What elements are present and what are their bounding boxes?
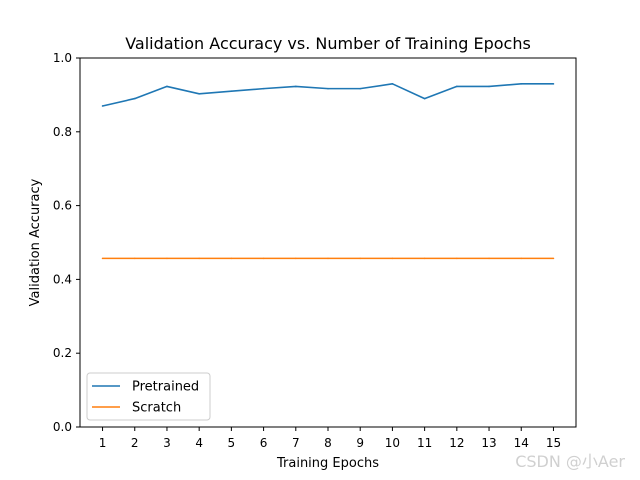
legend-label-pretrained: Pretrained [132, 380, 199, 395]
x-tick-label: 14 [514, 436, 529, 450]
x-tick-label: 8 [324, 436, 332, 450]
x-tick-label: 13 [481, 436, 496, 450]
x-tick-label: 2 [131, 436, 139, 450]
watermark-text: CSDN @小Aer [515, 452, 625, 471]
data-point-pretrained [101, 105, 104, 107]
data-point-scratch [198, 257, 200, 260]
data-point-scratch [488, 257, 490, 260]
data-point-scratch [456, 257, 458, 260]
data-point-pretrained [552, 83, 555, 85]
plot-frame [79, 57, 577, 428]
x-tick-label: 4 [195, 436, 203, 450]
data-point-scratch [101, 257, 104, 260]
data-point-pretrained [133, 97, 136, 100]
data-point-scratch [166, 257, 168, 260]
data-point-scratch [520, 257, 523, 260]
data-point-pretrained [359, 87, 362, 90]
legend-label-scratch: Scratch [132, 401, 181, 416]
x-tick-label: 10 [385, 436, 400, 450]
data-point-pretrained [488, 85, 490, 88]
data-point-scratch [391, 257, 394, 260]
x-tick-label: 12 [449, 436, 464, 450]
data-point-pretrained [423, 97, 426, 100]
y-tick-label: 0.2 [53, 346, 72, 360]
x-tick-label: 5 [228, 436, 236, 450]
y-tick-label: 0.6 [53, 199, 72, 213]
data-point-pretrained [166, 85, 168, 88]
data-point-pretrained [327, 87, 329, 90]
x-tick-label: 11 [417, 436, 432, 450]
data-point-pretrained [456, 85, 458, 88]
y-tick-label: 0.4 [53, 272, 72, 286]
data-point-scratch [359, 257, 362, 260]
data-point-pretrained [391, 83, 394, 85]
data-point-pretrained [520, 83, 523, 85]
x-axis-label: Training Epochs [276, 456, 379, 471]
series-line-pretrained [102, 83, 554, 107]
y-tick-label: 0.8 [53, 125, 72, 139]
data-point-pretrained [262, 87, 265, 90]
data-point-scratch [327, 257, 329, 260]
series-layer [101, 83, 555, 260]
data-point-scratch [230, 257, 233, 260]
plot-area [79, 57, 577, 428]
x-tick-label: 9 [356, 436, 364, 450]
x-tick-label: 1 [99, 436, 107, 450]
data-point-pretrained [230, 90, 233, 93]
y-tick-label: 1.0 [53, 51, 72, 65]
data-point-scratch [423, 257, 426, 260]
data-point-scratch [552, 257, 555, 260]
y-axis-label: Validation Accuracy [28, 178, 43, 306]
x-tick-label: 3 [163, 436, 171, 450]
chart-title: Validation Accuracy vs. Number of Traini… [125, 34, 531, 53]
x-tick-label: 6 [260, 436, 268, 450]
y-axis-ticks: 0.0 0.2 0.4 0.6 0.8 1.0 [53, 51, 80, 434]
legend-box [86, 372, 211, 421]
y-tick-label: 0.0 [53, 420, 72, 434]
legend: Pretrained Scratch [86, 372, 211, 421]
data-point-scratch [294, 257, 297, 260]
data-point-scratch [262, 257, 265, 260]
data-point-pretrained [294, 85, 297, 88]
data-point-pretrained [198, 92, 200, 95]
x-tick-label: 7 [292, 436, 300, 450]
data-point-scratch [133, 257, 136, 260]
x-tick-label: 15 [546, 436, 561, 450]
x-axis-ticks: 1 2 3 4 5 6 7 8 9 10 11 12 13 14 15 [99, 427, 561, 450]
